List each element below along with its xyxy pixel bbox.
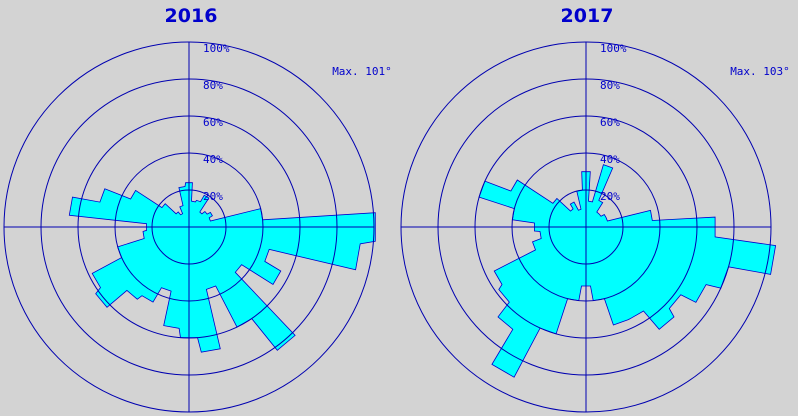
- ring-tick-label: 40%: [600, 153, 620, 166]
- wind-rose-2017: 20% 40% 60% 80% 100% 2017 Max. 103°: [400, 5, 790, 413]
- rose-area: [478, 164, 777, 378]
- ring-tick-label: 100%: [203, 42, 230, 55]
- ring-tick-label: 80%: [203, 79, 223, 92]
- ring-tick-label: 100%: [600, 42, 627, 55]
- chart-title: 2016: [165, 5, 218, 27]
- ring-tick-label: 20%: [203, 190, 223, 203]
- chart-title: 2017: [561, 5, 614, 27]
- max-label: Max. 103°: [730, 65, 790, 78]
- ring-tick-label: 60%: [203, 116, 223, 129]
- max-label: Max. 101°: [332, 65, 392, 78]
- ring-tick-label: 40%: [203, 153, 223, 166]
- ring-tick-label: 60%: [600, 116, 620, 129]
- wind-rose-2016: 20% 40% 60% 80% 100% 2016 Max. 101°: [3, 5, 392, 413]
- ring-tick-label: 80%: [600, 79, 620, 92]
- ring-tick-label: 20%: [600, 190, 620, 203]
